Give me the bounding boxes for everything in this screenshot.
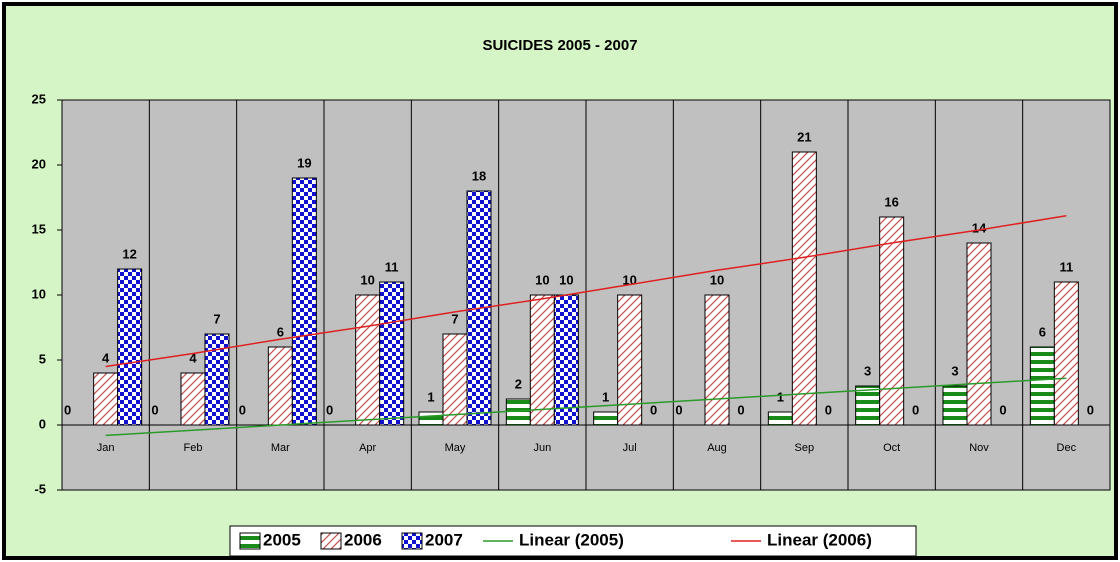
x-tick-label: Mar (271, 442, 290, 454)
bar (180, 372, 206, 426)
y-tick-label: 15 (32, 221, 46, 236)
data-label: 1 (602, 389, 609, 404)
bar (879, 216, 905, 426)
x-tick-label: Oct (883, 442, 900, 454)
bar (442, 333, 468, 426)
y-tick-label: 25 (32, 91, 46, 106)
bar (704, 294, 730, 426)
bar (617, 294, 643, 426)
data-label: 4 (189, 350, 197, 365)
data-label: 0 (64, 402, 71, 417)
data-label: 2 (515, 376, 522, 391)
data-label: 12 (122, 246, 136, 261)
data-label: 1 (427, 389, 434, 404)
x-tick-label: May (445, 442, 466, 454)
data-label: 0 (650, 402, 657, 417)
legend-swatch (239, 532, 261, 550)
data-label: 0 (675, 402, 682, 417)
data-label: 14 (972, 220, 987, 235)
data-label: 19 (297, 155, 311, 170)
data-label: 16 (884, 194, 898, 209)
legend-label: Linear (2006) (767, 530, 872, 549)
data-label: 11 (385, 259, 399, 274)
data-label: 6 (277, 324, 284, 339)
y-tick-label: -5 (34, 481, 46, 496)
data-label: 0 (1087, 402, 1094, 417)
y-tick-label: 0 (39, 416, 46, 431)
y-tick-label: 5 (39, 351, 46, 366)
chart-title: SUICIDES 2005 - 2007 (482, 37, 637, 54)
y-tick-label: 10 (32, 286, 46, 301)
data-label: 1 (777, 389, 784, 404)
data-label: 21 (797, 129, 811, 144)
bar (767, 411, 793, 426)
y-tick-label: 20 (32, 156, 46, 171)
x-tick-label: Jul (623, 442, 637, 454)
data-label: 10 (535, 272, 549, 287)
data-label: 0 (326, 402, 333, 417)
legend-label: 2007 (425, 530, 463, 549)
trend-line (105, 214, 1067, 368)
legend-box (229, 525, 917, 557)
bar (117, 268, 143, 426)
bar (379, 281, 405, 426)
data-label: 0 (825, 402, 832, 417)
data-label: 0 (737, 402, 744, 417)
x-tick-label: Dec (1057, 442, 1077, 454)
data-label: 11 (1059, 259, 1073, 274)
x-tick-label: Sep (795, 442, 815, 454)
bar (355, 294, 381, 426)
data-label: 0 (999, 402, 1006, 417)
data-label: 3 (864, 363, 871, 378)
x-tick-label: Jan (97, 442, 115, 454)
data-label: 10 (360, 272, 374, 287)
bar (1053, 281, 1079, 426)
bar (553, 294, 579, 426)
data-label: 7 (451, 311, 458, 326)
bar (529, 294, 555, 426)
data-label: 0 (151, 402, 158, 417)
data-label: 10 (710, 272, 724, 287)
legend-swatch (320, 532, 342, 550)
legend-label: 2005 (263, 530, 301, 549)
bar (855, 385, 881, 426)
data-label: 0 (912, 402, 919, 417)
bar (93, 372, 119, 426)
data-label: 0 (239, 402, 246, 417)
data-label: 6 (1039, 324, 1046, 339)
bar (1029, 346, 1055, 426)
x-tick-label: Nov (969, 442, 989, 454)
bar (267, 346, 293, 426)
x-tick-label: Feb (184, 442, 203, 454)
data-label: 4 (102, 350, 110, 365)
bar (966, 242, 992, 426)
x-tick-label: Apr (359, 442, 376, 454)
legend-swatch (401, 532, 423, 550)
data-label: 18 (472, 168, 486, 183)
bar (593, 411, 619, 426)
legend-label: Linear (2005) (519, 530, 624, 549)
x-tick-label: Jun (533, 442, 551, 454)
trend-line (105, 377, 1067, 437)
data-label: 3 (951, 363, 958, 378)
bar (505, 398, 531, 426)
bar (942, 385, 968, 426)
data-label: 7 (213, 311, 220, 326)
data-label: 10 (559, 272, 573, 287)
legend-label: 2006 (344, 530, 382, 549)
bar (791, 151, 817, 426)
x-tick-label: Aug (707, 442, 727, 454)
bar (418, 411, 444, 426)
bar (291, 177, 317, 426)
